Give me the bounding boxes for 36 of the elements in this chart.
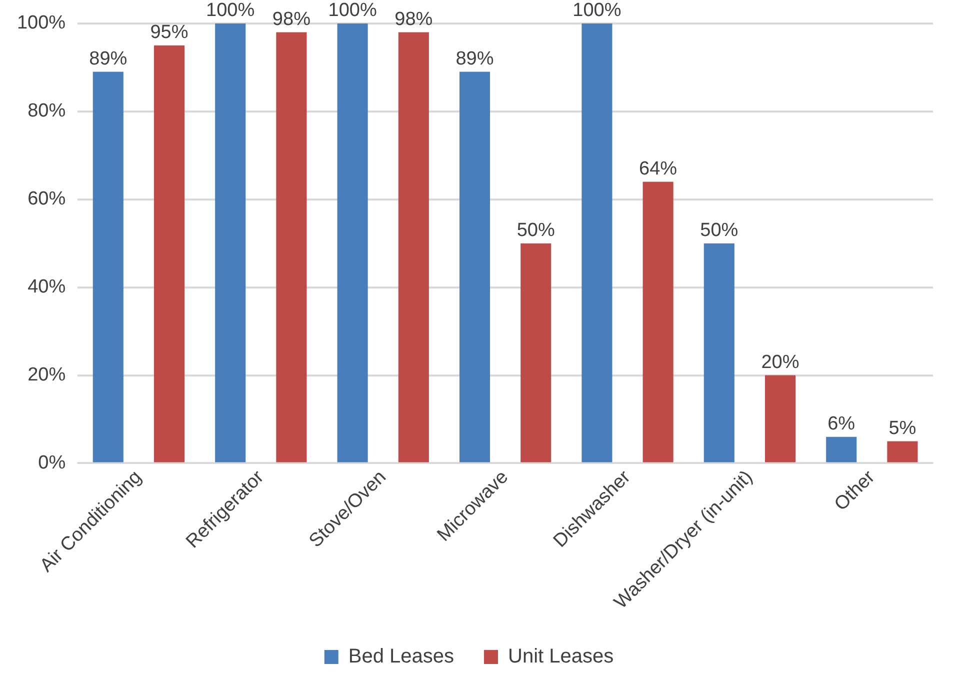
data-label: 95% [150,22,188,44]
data-label: 98% [272,8,311,30]
data-label: 89% [456,48,494,70]
y-tick-label: 80% [28,100,66,122]
bar [276,32,307,462]
data-label: 50% [516,220,555,242]
bar [704,243,734,462]
bar [826,436,857,462]
data-label: 100% [206,0,255,22]
y-tick-label: 40% [28,276,66,298]
bar [398,32,429,462]
data-label: 5% [888,418,916,439]
bar [459,72,490,462]
y-tick-label: 60% [28,188,66,210]
bar [642,182,674,462]
data-label: 6% [828,414,856,435]
legend-label: Bed Leases [348,646,454,668]
data-label: 100% [328,0,377,22]
bar [764,375,796,462]
y-tick-label: 100% [16,12,66,34]
legend-label: Unit Leases [508,646,614,668]
bar [154,45,185,462]
bar [337,23,368,462]
bar [582,23,612,462]
y-tick-label: 0% [38,452,66,474]
bar [215,23,246,462]
data-label: 89% [89,48,128,70]
bar [887,441,918,462]
data-label: 50% [700,220,738,242]
data-label: 98% [394,8,433,30]
data-label: 20% [761,352,800,374]
data-label: 100% [572,0,622,22]
bar [92,72,124,462]
bar [520,243,552,462]
y-tick-label: 20% [28,364,66,386]
data-label: 64% [639,158,678,180]
